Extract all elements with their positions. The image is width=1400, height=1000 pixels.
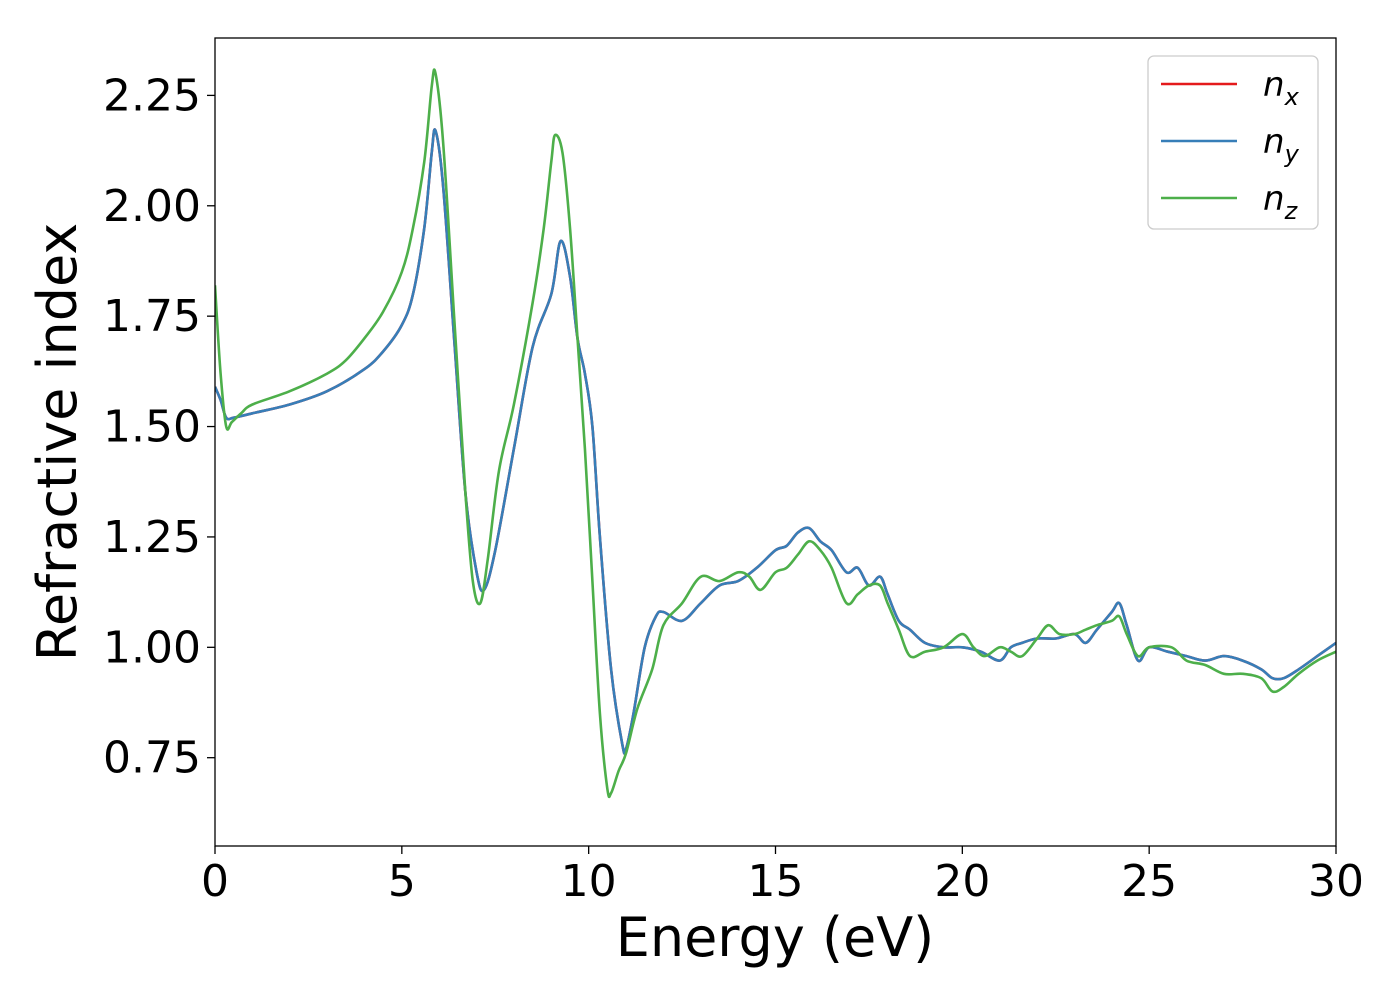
y-axis: 0.75 1.00 1.25 1.50 1.75 2.00 2.25 bbox=[103, 70, 215, 784]
series-layer bbox=[215, 68, 1336, 799]
x-tick-label: 10 bbox=[561, 856, 617, 907]
x-tick-label: 15 bbox=[748, 856, 804, 907]
series-line-ny bbox=[215, 128, 1336, 755]
x-axis-title: Energy (eV) bbox=[616, 906, 935, 969]
x-tick-label: 0 bbox=[201, 856, 229, 907]
y-tick-label: 1.00 bbox=[103, 622, 201, 673]
series-line-nz bbox=[215, 68, 1336, 799]
x-axis: 0 5 10 15 20 25 30 bbox=[201, 846, 1364, 907]
y-tick-label: 1.50 bbox=[103, 402, 201, 453]
y-tick-label: 1.75 bbox=[103, 291, 201, 342]
y-tick-label: 0.75 bbox=[103, 733, 201, 784]
y-tick-label: 2.25 bbox=[103, 70, 201, 121]
x-tick-label: 5 bbox=[388, 856, 416, 907]
y-tick-label: 1.25 bbox=[103, 512, 201, 563]
x-tick-label: 30 bbox=[1308, 856, 1364, 907]
x-tick-label: 20 bbox=[934, 856, 990, 907]
y-tick-label: 2.00 bbox=[103, 181, 201, 232]
legend-box bbox=[1147, 55, 1319, 230]
x-tick-label: 25 bbox=[1121, 856, 1177, 907]
y-axis-title: Refractive index bbox=[26, 223, 89, 662]
